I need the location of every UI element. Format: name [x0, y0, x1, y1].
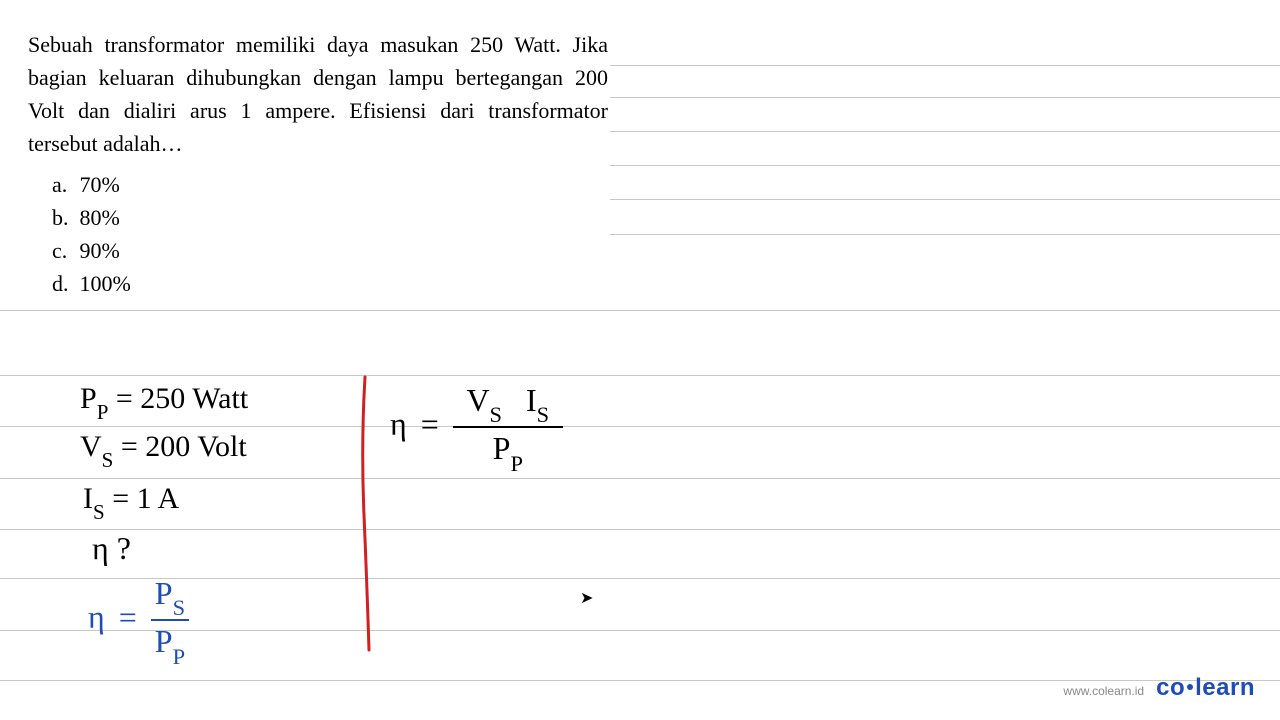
- rule-line: [610, 65, 1280, 66]
- option-text: 70%: [80, 172, 120, 197]
- rule-line: [610, 165, 1280, 166]
- red-divider: [355, 375, 375, 655]
- option-text: 80%: [80, 205, 120, 230]
- rule-line: [610, 234, 1280, 235]
- denominator: PP: [453, 428, 563, 472]
- question-text: Sebuah transformator memiliki daya masuk…: [28, 28, 608, 160]
- formula-efficiency-blue: η = PS PP: [88, 575, 189, 666]
- question-block: Sebuah transformator memiliki daya masuk…: [28, 28, 608, 300]
- logo-dot-icon: [1187, 684, 1193, 690]
- rule-line: [0, 310, 1280, 311]
- subscript: S: [93, 500, 105, 524]
- option-a: a. 70%: [52, 168, 608, 201]
- given-is: IS = 1 A: [83, 482, 179, 521]
- option-label: b.: [52, 201, 74, 234]
- rule-line: [0, 630, 1280, 631]
- option-label: c.: [52, 234, 74, 267]
- given-eta-question: η ?: [92, 530, 131, 567]
- option-d: d. 100%: [52, 267, 608, 300]
- option-b: b. 80%: [52, 201, 608, 234]
- equals: =: [119, 599, 137, 635]
- value: = 200 Volt: [121, 430, 247, 463]
- eta: η: [390, 406, 407, 442]
- option-c: c. 90%: [52, 234, 608, 267]
- var: P: [80, 382, 97, 415]
- option-text: 90%: [80, 238, 120, 263]
- subscript: S: [102, 448, 114, 472]
- rule-line: [0, 375, 1280, 376]
- rule-line: [0, 578, 1280, 579]
- colearn-logo: colearn: [1156, 674, 1255, 702]
- rule-line: [0, 529, 1280, 530]
- rule-line: [0, 426, 1280, 427]
- cursor-icon: ➤: [580, 588, 593, 608]
- rule-line: [610, 97, 1280, 98]
- rule-line: [610, 199, 1280, 200]
- eta: η: [88, 599, 105, 635]
- equals: =: [421, 406, 439, 442]
- eta-question: η ?: [92, 530, 131, 566]
- option-label: d.: [52, 267, 74, 300]
- footer: www.colearn.id colearn: [1063, 674, 1255, 702]
- rule-line: [0, 478, 1280, 479]
- value: = 1 A: [112, 482, 179, 515]
- var: V: [80, 430, 102, 463]
- options-list: a. 70% b. 80% c. 90% d. 100%: [28, 168, 608, 300]
- option-text: 100%: [80, 271, 131, 296]
- numerator: VS IS: [453, 382, 563, 428]
- given-pp: PP = 250 Watt: [80, 382, 248, 421]
- denominator: PP: [151, 621, 189, 665]
- option-label: a.: [52, 168, 74, 201]
- value: = 250 Watt: [116, 382, 248, 415]
- formula-efficiency-expanded: η = VS IS PP: [390, 382, 563, 473]
- rule-line: [610, 131, 1280, 132]
- var: I: [83, 482, 93, 515]
- fraction: VS IS PP: [453, 382, 563, 473]
- footer-url: www.colearn.id: [1063, 684, 1144, 698]
- numerator: PS: [151, 575, 189, 621]
- subscript: P: [97, 400, 109, 424]
- given-vs: VS = 200 Volt: [80, 430, 247, 469]
- fraction: PS PP: [151, 575, 189, 666]
